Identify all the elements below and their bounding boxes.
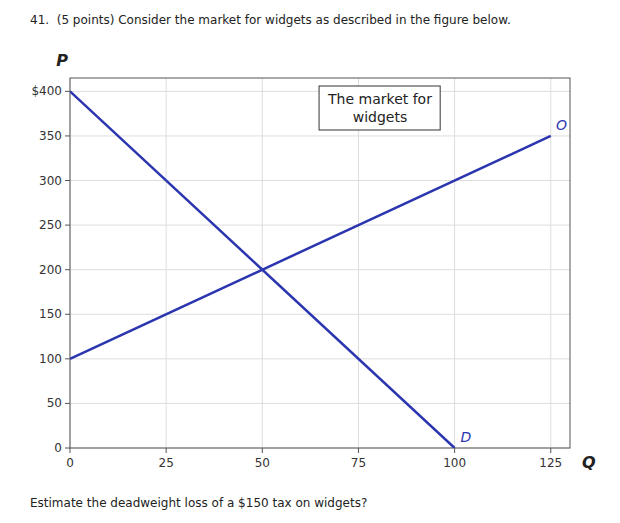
tick-label: 200 bbox=[39, 263, 62, 277]
tick-mark bbox=[262, 448, 263, 453]
title-frame bbox=[319, 86, 440, 130]
tick-mark bbox=[65, 135, 70, 136]
tick-label: $400 bbox=[31, 84, 62, 98]
grid-line bbox=[70, 314, 570, 315]
tick-label: 350 bbox=[39, 129, 62, 143]
chart: 41. (5 points) Consider the market for w… bbox=[0, 0, 620, 523]
tick-label: 250 bbox=[39, 218, 62, 232]
tick-label: 0 bbox=[66, 456, 74, 470]
title: The market forwidgets bbox=[327, 91, 432, 125]
grid-line bbox=[70, 225, 570, 226]
background bbox=[0, 0, 620, 523]
grid-line bbox=[70, 180, 570, 181]
series-group bbox=[70, 91, 551, 448]
tick-mark bbox=[454, 448, 455, 453]
tick-label: 125 bbox=[539, 456, 562, 470]
tick-mark bbox=[65, 314, 70, 315]
grid-line bbox=[166, 78, 167, 448]
tick-mark bbox=[65, 225, 70, 226]
tick-mark bbox=[166, 448, 167, 453]
axis-label: P bbox=[56, 51, 68, 70]
tick-mark bbox=[65, 91, 70, 92]
tick-mark bbox=[65, 403, 70, 404]
tick-label: 100 bbox=[39, 352, 62, 366]
grid-line bbox=[70, 403, 570, 404]
tick-mark bbox=[65, 269, 70, 270]
axes: 0 50 100 150 200 250 300 350 $400 0 25 50 75 100 125 bbox=[31, 78, 570, 470]
annotation: 41. (5 points) Consider the market for w… bbox=[30, 13, 511, 27]
tick-label: 100 bbox=[443, 456, 466, 470]
grid-line bbox=[550, 78, 551, 448]
grid-line bbox=[358, 78, 359, 448]
tick-label: 75 bbox=[351, 456, 366, 470]
tick-mark bbox=[358, 448, 359, 453]
tick-mark bbox=[70, 448, 71, 453]
series-line bbox=[70, 136, 551, 359]
tick-mark bbox=[65, 448, 70, 449]
series-label: O bbox=[556, 117, 567, 133]
axis-label: Q bbox=[582, 453, 596, 472]
grid-line bbox=[70, 358, 570, 359]
grid-line bbox=[454, 78, 455, 448]
tick-mark bbox=[65, 358, 70, 359]
grid bbox=[70, 78, 570, 448]
plot-frame bbox=[70, 78, 570, 448]
series-label: D bbox=[461, 429, 472, 445]
grid-line bbox=[70, 135, 570, 136]
tick-label: 50 bbox=[255, 456, 270, 470]
tick-label: 50 bbox=[47, 396, 62, 410]
title-box: The market forwidgets bbox=[319, 86, 440, 130]
annotation: Estimate the deadweight loss of a $150 t… bbox=[30, 496, 367, 510]
series-labels: DO bbox=[461, 117, 567, 445]
tick-mark bbox=[65, 180, 70, 181]
tick-label: 25 bbox=[159, 456, 174, 470]
grid-line bbox=[70, 269, 570, 270]
grid-line bbox=[262, 78, 263, 448]
tick-mark bbox=[550, 448, 551, 453]
tick-label: 150 bbox=[39, 307, 62, 321]
tick-label: 300 bbox=[39, 174, 62, 188]
tick-label: 0 bbox=[54, 441, 62, 455]
